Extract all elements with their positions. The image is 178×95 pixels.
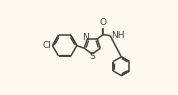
Text: O: O bbox=[100, 18, 107, 27]
Text: N: N bbox=[83, 33, 89, 42]
Text: Cl: Cl bbox=[43, 41, 52, 50]
Text: NH: NH bbox=[111, 31, 124, 40]
Text: S: S bbox=[89, 52, 95, 61]
